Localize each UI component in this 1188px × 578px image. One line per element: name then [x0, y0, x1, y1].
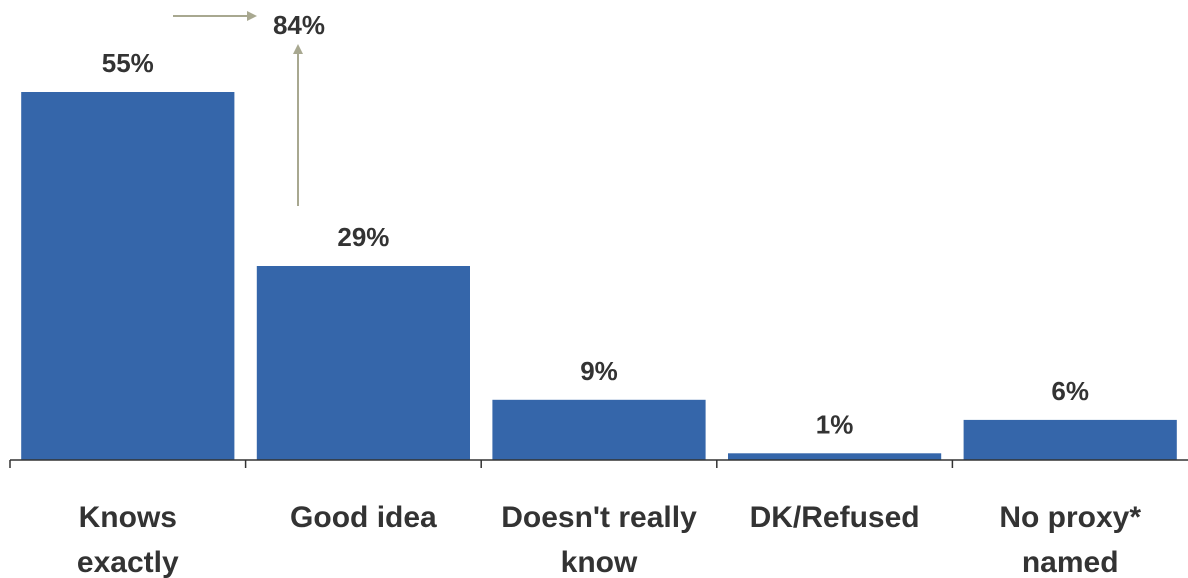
category-label: named	[1022, 546, 1119, 578]
annotation-arrowhead-right	[247, 11, 257, 21]
category-label: exactly	[77, 546, 179, 578]
category-label: DK/Refused	[750, 501, 920, 534]
bar	[256, 266, 470, 460]
bars-group	[21, 92, 1177, 460]
data-label: 9%	[580, 356, 618, 386]
data-label: 29%	[337, 222, 389, 252]
category-labels-group: Knows exactly Good idea Doesn't really know D…	[77, 501, 1141, 578]
bar	[492, 399, 706, 460]
category-label: know	[561, 546, 638, 578]
data-label: 55%	[102, 48, 154, 78]
annotation-arrowhead-up	[293, 44, 303, 54]
category-label: Knows	[79, 501, 177, 534]
combined-annotation: 84%	[173, 10, 325, 206]
x-axis	[9, 459, 1188, 468]
data-label: 6%	[1051, 376, 1089, 406]
category-label: No proxy*	[999, 501, 1141, 534]
bar	[728, 453, 942, 460]
category-label: Good idea	[290, 501, 437, 534]
bar	[21, 92, 235, 460]
data-label: 1%	[816, 409, 854, 439]
category-label: Doesn't really	[501, 501, 697, 534]
bar	[963, 419, 1177, 460]
annotation-label: 84%	[273, 10, 325, 40]
value-labels-group: 55% 29% 9% 1% 6%	[102, 48, 1089, 439]
